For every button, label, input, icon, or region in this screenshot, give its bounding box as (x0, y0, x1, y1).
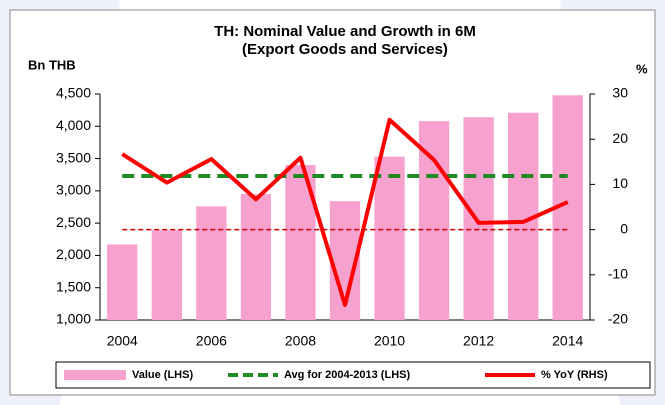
legend-swatch (64, 370, 126, 380)
y2-tick-label: 20 (612, 130, 628, 146)
y2-tick-label: 30 (612, 85, 628, 101)
y2-tick-label: -20 (608, 311, 628, 327)
y-tick-label: 2,500 (56, 214, 91, 230)
x-tick-label: 2008 (285, 333, 316, 349)
bar (107, 244, 138, 320)
bar (374, 156, 405, 320)
y2-tick-label: 0 (620, 220, 628, 236)
y-tick-label: 4,500 (56, 85, 91, 101)
bar (151, 230, 182, 320)
bar (463, 117, 494, 320)
x-tick-label: 2004 (107, 333, 138, 349)
x-tick-label: 2006 (196, 333, 227, 349)
y-axis-title: Bn THB (28, 57, 76, 72)
legend-text: Value (LHS) (132, 369, 193, 381)
line-series (121, 117, 569, 308)
bar (196, 206, 227, 320)
y-tick-label: 2,000 (56, 246, 91, 262)
y2-tick-label: -10 (608, 266, 628, 282)
y2-axis-title: % (636, 61, 648, 76)
y-tick-label: 3,000 (56, 182, 91, 198)
y-tick-label: 1,000 (56, 311, 91, 327)
bar (418, 121, 450, 321)
y-tick-label: 4,000 (56, 117, 91, 133)
x-tick-label: 2012 (463, 333, 494, 349)
chart-title: TH: Nominal Value and Growth in 6M (214, 23, 476, 40)
y-tick-label: 3,500 (56, 149, 91, 165)
bar (240, 194, 272, 320)
x-tick-label: 2014 (552, 333, 583, 349)
legend-text: % YoY (RHS) (541, 369, 608, 381)
legend-box (55, 361, 651, 389)
x-tick-label: 2010 (374, 333, 405, 349)
legend-text: Avg for 2004-2013 (LHS) (284, 369, 410, 381)
y-tick-label: 1,500 (56, 278, 91, 294)
y2-tick-label: 10 (612, 175, 628, 191)
chart-subtitle: (Export Goods and Services) (242, 41, 448, 58)
